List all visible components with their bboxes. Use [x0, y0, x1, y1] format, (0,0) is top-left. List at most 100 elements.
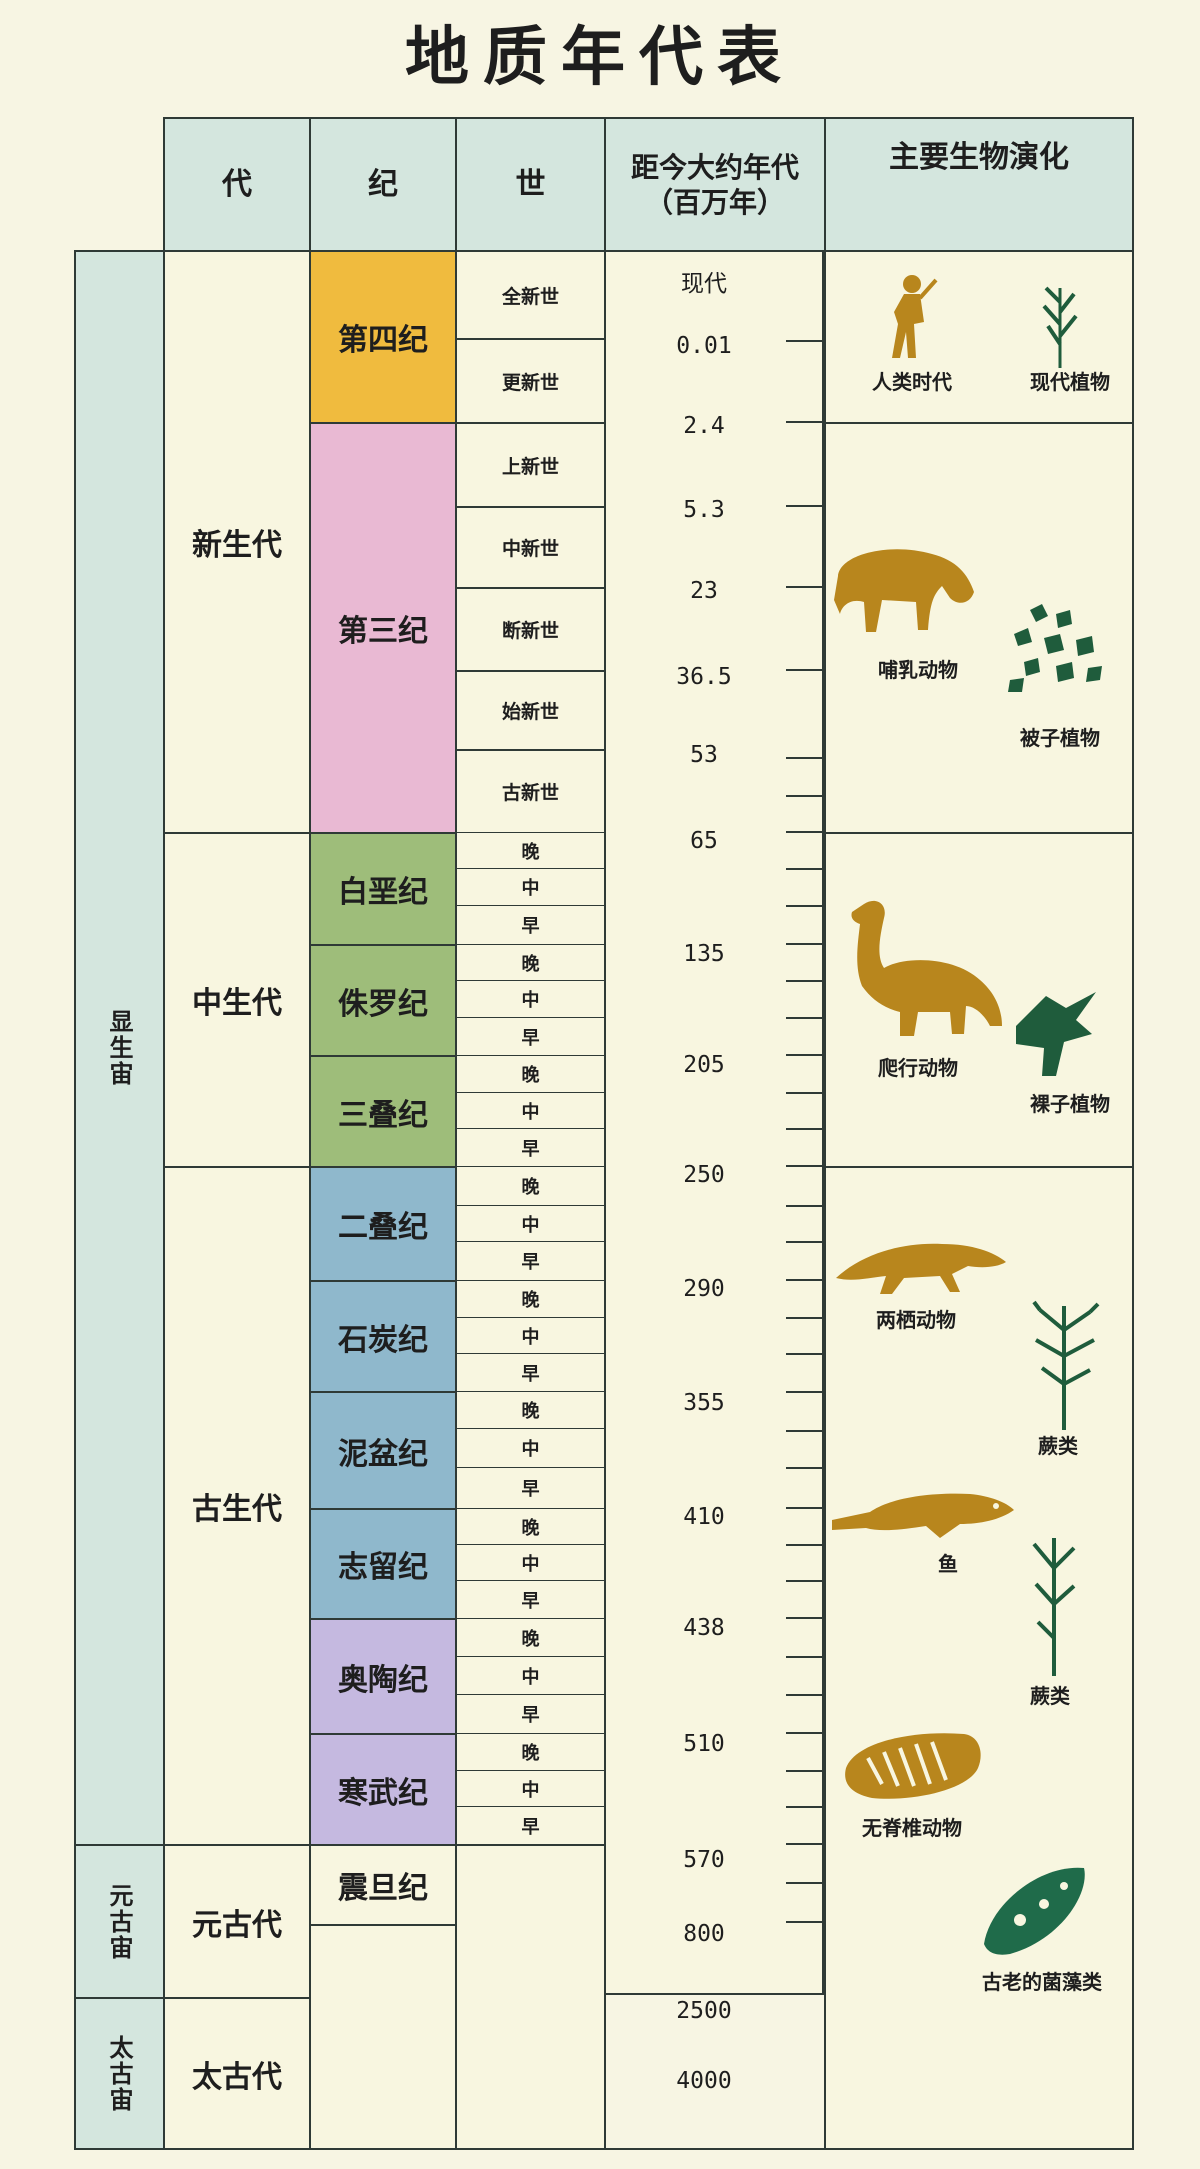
- tick: [786, 1732, 824, 1734]
- age-label: 2500: [676, 1998, 732, 2024]
- tick: [786, 905, 824, 907]
- sub-jurassic-middle: 中: [455, 980, 606, 1019]
- tick: [786, 586, 824, 588]
- human-icon: [892, 275, 938, 358]
- evolution-label-ancient-algae: 古老的菌藻类: [982, 1970, 1102, 1994]
- tick: [786, 1353, 824, 1355]
- tick: [786, 1806, 824, 1808]
- evolution-label-reptiles: 爬行动物: [878, 1056, 958, 1080]
- sub-ordovician-middle: 中: [455, 1656, 606, 1696]
- period-empty-lower: [309, 1924, 457, 2150]
- tick: [786, 1694, 824, 1696]
- fern-icon: [1032, 1300, 1100, 1430]
- eon-phanerozoic: 显生宙: [74, 250, 165, 1846]
- sub-cambrian-early: 早: [455, 1806, 606, 1846]
- header-epoch: 世: [455, 117, 606, 252]
- sub-triassic-early: 早: [455, 1128, 606, 1168]
- header-evolution: 主要生物演化: [824, 117, 1134, 252]
- evolution-label-angiosperms: 被子植物: [1020, 726, 1100, 750]
- age-timeline: [604, 250, 824, 1995]
- evolution-panel-quaternary: [824, 250, 1134, 424]
- evolution-label-ferns-2: 蕨类: [1030, 1684, 1070, 1708]
- age-label: 0.01: [676, 333, 732, 359]
- tick: [786, 1656, 824, 1658]
- tick: [786, 669, 824, 671]
- tick: [786, 1430, 824, 1432]
- period-devonian: 泥盆纪: [309, 1391, 457, 1510]
- tick: [786, 1128, 824, 1130]
- evolution-label-gymnosperms: 裸子植物: [1030, 1092, 1110, 1116]
- sub-cretaceous-middle: 中: [455, 868, 606, 907]
- period-quaternary: 第四纪: [309, 250, 457, 424]
- epoch-oligocene: 断新世: [455, 587, 606, 672]
- period-carboniferous: 石炭纪: [309, 1280, 457, 1393]
- age-label: 2.4: [683, 413, 725, 439]
- period-cretaceous: 白垩纪: [309, 832, 457, 946]
- sub-jurassic-late: 晚: [455, 944, 606, 982]
- age-label: 410: [683, 1504, 725, 1530]
- tick: [786, 831, 824, 833]
- sub-silurian-middle: 中: [455, 1544, 606, 1582]
- era-archean: 太古代: [163, 1997, 311, 2150]
- sub-carboniferous-late: 晚: [455, 1280, 606, 1319]
- age-label: 510: [683, 1731, 725, 1757]
- sub-devonian-late: 晚: [455, 1391, 606, 1430]
- tick: [786, 1921, 824, 1923]
- evolution-label-fish: 鱼: [938, 1552, 958, 1576]
- header-era: 代: [163, 117, 311, 252]
- age-label: 355: [683, 1390, 725, 1416]
- tick: [786, 421, 824, 423]
- tick: [786, 505, 824, 507]
- age-label: 438: [683, 1615, 725, 1641]
- period-sinian: 震旦纪: [309, 1844, 457, 1926]
- age-label: 36.5: [676, 664, 732, 690]
- sub-ordovician-late: 晚: [455, 1618, 606, 1658]
- tick: [786, 1544, 824, 1546]
- gymnosperm-icon: [1016, 992, 1096, 1076]
- page-title: 地质年代表: [405, 20, 795, 95]
- sub-silurian-late: 晚: [455, 1508, 606, 1546]
- tick: [786, 757, 824, 759]
- sub-cambrian-middle: 中: [455, 1770, 606, 1808]
- tick: [786, 1770, 824, 1772]
- tick: [786, 1279, 824, 1281]
- invertebrate-icon: [845, 1733, 981, 1799]
- age-label: 现代: [681, 271, 727, 297]
- evolution-label-modern-plants: 现代植物: [1030, 370, 1110, 394]
- table-bottom-border: [74, 2148, 1134, 2150]
- period-jurassic: 侏罗纪: [309, 944, 457, 1057]
- tick: [786, 980, 824, 982]
- age-label: 205: [683, 1052, 725, 1078]
- tick: [786, 1617, 824, 1619]
- sub-triassic-late: 晚: [455, 1055, 606, 1094]
- modern-plant-icon: [1042, 286, 1078, 368]
- mammal-icon: [834, 549, 974, 632]
- algae-icon: [984, 1867, 1085, 1955]
- amphibian-icon: [836, 1243, 1006, 1294]
- evolution-label-human-era: 人类时代: [872, 370, 952, 394]
- sub-cambrian-late: 晚: [455, 1733, 606, 1772]
- period-triassic: 三叠纪: [309, 1055, 457, 1168]
- tick: [786, 795, 824, 797]
- header-age: 距今大约年代 （百万年）: [604, 117, 826, 252]
- period-cambrian: 寒武纪: [309, 1733, 457, 1846]
- tick: [786, 943, 824, 945]
- evolution-label-mammals: 哺乳动物: [878, 658, 958, 682]
- age-label: 4000: [676, 2068, 732, 2094]
- sub-jurassic-early: 早: [455, 1017, 606, 1057]
- age-label: 800: [683, 1921, 725, 1947]
- sub-permian-late: 晚: [455, 1166, 606, 1207]
- tick: [786, 1165, 824, 1167]
- age-label: 135: [683, 941, 725, 967]
- tick: [786, 1391, 824, 1393]
- period-permian: 二叠纪: [309, 1166, 457, 1282]
- tick: [786, 1993, 824, 1995]
- fish-icon: [832, 1493, 1014, 1538]
- sub-cretaceous-early: 早: [455, 905, 606, 946]
- era-proterozoic: 元古代: [163, 1844, 311, 1999]
- sub-triassic-middle: 中: [455, 1092, 606, 1130]
- evolution-label-amphibians: 两栖动物: [876, 1308, 956, 1332]
- sub-permian-early: 早: [455, 1241, 606, 1282]
- tick: [786, 340, 824, 342]
- tick: [786, 1205, 824, 1207]
